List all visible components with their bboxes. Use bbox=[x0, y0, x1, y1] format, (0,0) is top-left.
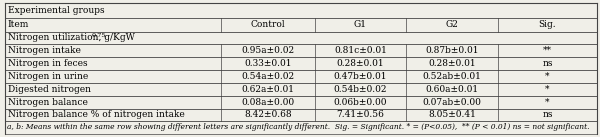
Text: Sig.: Sig. bbox=[539, 20, 556, 29]
Text: Item: Item bbox=[8, 20, 29, 29]
Text: *: * bbox=[545, 72, 550, 81]
Text: 8.05±0.41: 8.05±0.41 bbox=[428, 110, 476, 119]
Text: 0.47b±0.01: 0.47b±0.01 bbox=[334, 72, 387, 81]
Text: 0.54a±0.02: 0.54a±0.02 bbox=[241, 72, 294, 81]
Text: 0.28±0.01: 0.28±0.01 bbox=[428, 59, 476, 68]
Text: 0.60a±0.01: 0.60a±0.01 bbox=[425, 85, 479, 94]
Text: Nitrogen intake: Nitrogen intake bbox=[8, 46, 80, 55]
Text: 0.62a±0.01: 0.62a±0.01 bbox=[241, 85, 294, 94]
Text: 0.54b±0.02: 0.54b±0.02 bbox=[334, 85, 387, 94]
Text: G1: G1 bbox=[354, 20, 367, 29]
Text: Nitrogen in urine: Nitrogen in urine bbox=[8, 72, 88, 81]
Text: Nitrogen in feces: Nitrogen in feces bbox=[8, 59, 88, 68]
Text: Nitrogen balance: Nitrogen balance bbox=[8, 98, 88, 107]
Text: *: * bbox=[545, 85, 550, 94]
Text: Digested nitrogen: Digested nitrogen bbox=[8, 85, 91, 94]
Text: 0.33±0.01: 0.33±0.01 bbox=[244, 59, 292, 68]
Text: ns: ns bbox=[542, 110, 553, 119]
Text: Control: Control bbox=[250, 20, 285, 29]
Text: *: * bbox=[545, 98, 550, 107]
Text: 0.95a±0.02: 0.95a±0.02 bbox=[241, 46, 294, 55]
Text: 0.06b±0.00: 0.06b±0.00 bbox=[334, 98, 387, 107]
Text: 0.87b±0.01: 0.87b±0.01 bbox=[425, 46, 479, 55]
Text: Experimental groups: Experimental groups bbox=[8, 6, 104, 15]
Text: 7.41±0.56: 7.41±0.56 bbox=[337, 110, 385, 119]
Text: 0.07ab±0.00: 0.07ab±0.00 bbox=[423, 98, 482, 107]
Text: Nitrogen balance % of nitrogen intake: Nitrogen balance % of nitrogen intake bbox=[8, 110, 185, 119]
Text: 8.42±0.68: 8.42±0.68 bbox=[244, 110, 292, 119]
Text: **: ** bbox=[543, 46, 552, 55]
Text: a, b: Means within the same row showing different letters are significantly diff: a, b: Means within the same row showing … bbox=[7, 123, 589, 132]
Text: 0.81c±0.01: 0.81c±0.01 bbox=[334, 46, 387, 55]
Text: 0.28±0.01: 0.28±0.01 bbox=[337, 59, 384, 68]
Text: Nitrogen utilization, g/KgW: Nitrogen utilization, g/KgW bbox=[8, 33, 134, 42]
Text: 0.52ab±0.01: 0.52ab±0.01 bbox=[423, 72, 482, 81]
Text: 0.08a±0.00: 0.08a±0.00 bbox=[241, 98, 294, 107]
Text: 0.75: 0.75 bbox=[92, 33, 107, 38]
Text: G2: G2 bbox=[446, 20, 458, 29]
Text: ns: ns bbox=[542, 59, 553, 68]
